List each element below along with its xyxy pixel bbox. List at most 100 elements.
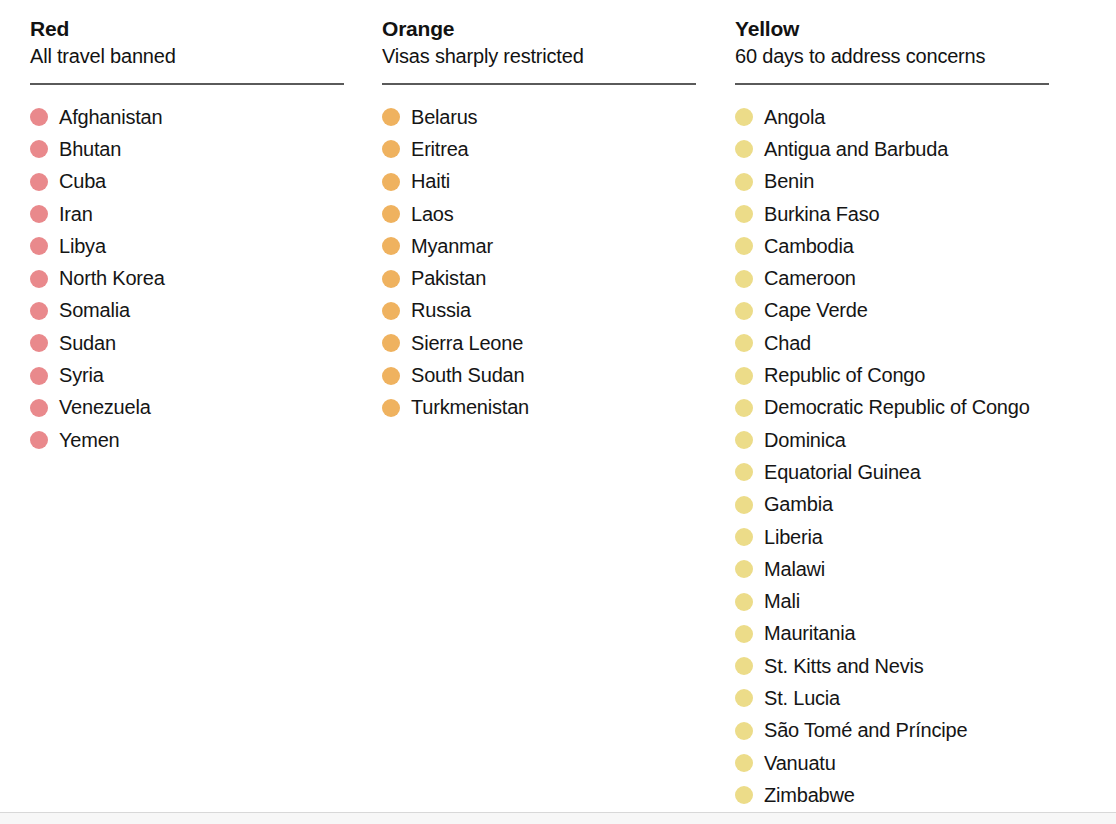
bullet-dot-icon bbox=[30, 237, 48, 255]
list-item: Belarus bbox=[382, 101, 762, 133]
header-rule bbox=[735, 83, 1049, 85]
bullet-dot-icon bbox=[735, 334, 753, 352]
bullet-dot-icon bbox=[30, 399, 48, 417]
country-label: Cuba bbox=[59, 170, 106, 193]
country-label: Turkmenistan bbox=[411, 396, 529, 419]
country-label: Zimbabwe bbox=[764, 784, 855, 807]
country-list-red: Afghanistan Bhutan Cuba Iran Libya North Kore… bbox=[30, 101, 410, 456]
list-item: Equatorial Guinea bbox=[735, 456, 1115, 488]
country-label: São Tomé and Príncipe bbox=[764, 719, 967, 742]
bullet-dot-icon bbox=[735, 463, 753, 481]
list-item: Cameroon bbox=[735, 262, 1115, 294]
list-item: Democratic Republic of Congo bbox=[735, 392, 1115, 424]
bullet-dot-icon bbox=[30, 431, 48, 449]
bullet-dot-icon bbox=[735, 399, 753, 417]
bullet-dot-icon bbox=[735, 722, 753, 740]
list-item: Cape Verde bbox=[735, 295, 1115, 327]
country-label: Belarus bbox=[411, 106, 477, 129]
country-label: Malawi bbox=[764, 558, 825, 581]
country-label: Chad bbox=[764, 332, 811, 355]
bullet-dot-icon bbox=[735, 302, 753, 320]
bullet-dot-icon bbox=[735, 786, 753, 804]
bullet-dot-icon bbox=[382, 140, 400, 158]
country-label: Sierra Leone bbox=[411, 332, 523, 355]
bullet-dot-icon bbox=[735, 270, 753, 288]
bullet-dot-icon bbox=[30, 205, 48, 223]
column-subtitle-orange: Visas sharply restricted bbox=[382, 42, 762, 70]
list-item: Malawi bbox=[735, 553, 1115, 585]
column-title-yellow: Yellow bbox=[735, 16, 1115, 42]
list-item: Syria bbox=[30, 359, 410, 391]
list-item: Iran bbox=[30, 198, 410, 230]
country-label: Haiti bbox=[411, 170, 450, 193]
column-title-red: Red bbox=[30, 16, 410, 42]
list-item: Cambodia bbox=[735, 230, 1115, 262]
bullet-dot-icon bbox=[382, 302, 400, 320]
bullet-dot-icon bbox=[735, 657, 753, 675]
country-label: Iran bbox=[59, 203, 93, 226]
list-item: Yemen bbox=[30, 424, 410, 456]
list-item: North Korea bbox=[30, 262, 410, 294]
country-label: Mali bbox=[764, 590, 800, 613]
column-red: Red All travel banned Afghanistan Bhutan C… bbox=[30, 16, 410, 456]
bullet-dot-icon bbox=[735, 108, 753, 126]
bullet-dot-icon bbox=[382, 205, 400, 223]
bullet-dot-icon bbox=[30, 140, 48, 158]
list-item: Venezuela bbox=[30, 392, 410, 424]
country-label: Dominica bbox=[764, 429, 846, 452]
bullet-dot-icon bbox=[30, 108, 48, 126]
column-yellow: Yellow 60 days to address concerns Angol… bbox=[735, 16, 1115, 812]
bullet-dot-icon bbox=[735, 560, 753, 578]
bullet-dot-icon bbox=[382, 237, 400, 255]
country-label: Liberia bbox=[764, 526, 823, 549]
list-item: Mali bbox=[735, 585, 1115, 617]
country-label: Republic of Congo bbox=[764, 364, 925, 387]
country-label: Eritrea bbox=[411, 138, 469, 161]
country-label: Vanuatu bbox=[764, 752, 836, 775]
bullet-dot-icon bbox=[382, 367, 400, 385]
list-item: Pakistan bbox=[382, 262, 762, 294]
bullet-dot-icon bbox=[30, 270, 48, 288]
list-item: St. Kitts and Nevis bbox=[735, 650, 1115, 682]
country-label: Equatorial Guinea bbox=[764, 461, 921, 484]
bullet-dot-icon bbox=[735, 689, 753, 707]
country-label: Libya bbox=[59, 235, 106, 258]
list-item: Eritrea bbox=[382, 133, 762, 165]
list-item: Myanmar bbox=[382, 230, 762, 262]
list-item: St. Lucia bbox=[735, 682, 1115, 714]
country-label: Yemen bbox=[59, 429, 120, 452]
country-label: Cape Verde bbox=[764, 299, 868, 322]
list-item: Chad bbox=[735, 327, 1115, 359]
bullet-dot-icon bbox=[382, 270, 400, 288]
country-label: Sudan bbox=[59, 332, 116, 355]
column-subtitle-red: All travel banned bbox=[30, 42, 410, 70]
bullet-dot-icon bbox=[735, 593, 753, 611]
list-item: Benin bbox=[735, 166, 1115, 198]
list-item: Angola bbox=[735, 101, 1115, 133]
bullet-dot-icon bbox=[735, 140, 753, 158]
bottom-divider bbox=[0, 812, 1116, 824]
country-label: Democratic Republic of Congo bbox=[764, 396, 1030, 419]
country-label: Cameroon bbox=[764, 267, 856, 290]
country-label: Cambodia bbox=[764, 235, 854, 258]
list-item: Vanuatu bbox=[735, 747, 1115, 779]
bullet-dot-icon bbox=[382, 399, 400, 417]
list-item: Sierra Leone bbox=[382, 327, 762, 359]
list-item: Zimbabwe bbox=[735, 779, 1115, 811]
bullet-dot-icon bbox=[30, 367, 48, 385]
bullet-dot-icon bbox=[735, 528, 753, 546]
country-label: Russia bbox=[411, 299, 471, 322]
list-item: Haiti bbox=[382, 166, 762, 198]
list-item: Somalia bbox=[30, 295, 410, 327]
list-item: Sudan bbox=[30, 327, 410, 359]
list-item: Bhutan bbox=[30, 133, 410, 165]
country-label: Bhutan bbox=[59, 138, 121, 161]
list-item: Mauritania bbox=[735, 618, 1115, 650]
country-label: Gambia bbox=[764, 493, 833, 516]
list-item: Laos bbox=[382, 198, 762, 230]
bullet-dot-icon bbox=[30, 302, 48, 320]
list-item: Afghanistan bbox=[30, 101, 410, 133]
bullet-dot-icon bbox=[30, 173, 48, 191]
bullet-dot-icon bbox=[735, 205, 753, 223]
list-item: Libya bbox=[30, 230, 410, 262]
